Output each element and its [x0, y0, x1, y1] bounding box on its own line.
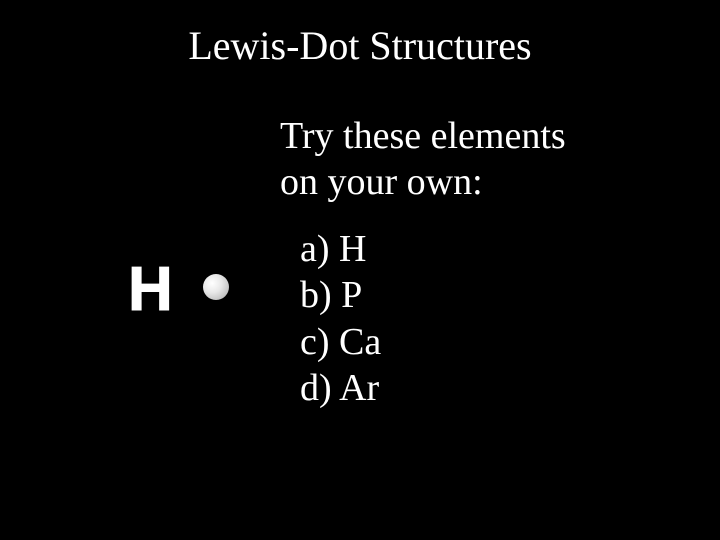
list-element: Ca [339, 321, 381, 363]
list-label: d) [300, 367, 332, 409]
list-item: c) Ca [300, 319, 381, 365]
list-item: b) P [300, 272, 381, 318]
lewis-dot-diagram: H [128, 254, 248, 324]
list-element: Ar [339, 367, 379, 409]
slide-subtitle: Try these elements on your own: [280, 114, 566, 205]
list-label: c) [300, 321, 330, 363]
electron-dot-icon [203, 274, 229, 300]
subtitle-line-2: on your own: [280, 160, 566, 206]
title-text: Lewis-Dot Structures [188, 23, 531, 68]
list-element: H [339, 228, 366, 270]
list-label: b) [300, 274, 332, 316]
list-item: a) H [300, 226, 381, 272]
subtitle-line-1: Try these elements [280, 114, 566, 160]
slide-title: Lewis-Dot Structures [0, 22, 720, 69]
element-list: a) H b) P c) Ca d) Ar [300, 226, 381, 411]
list-element: P [341, 274, 362, 316]
element-symbol: H [128, 254, 173, 325]
list-item: d) Ar [300, 365, 381, 411]
list-label: a) [300, 228, 330, 270]
